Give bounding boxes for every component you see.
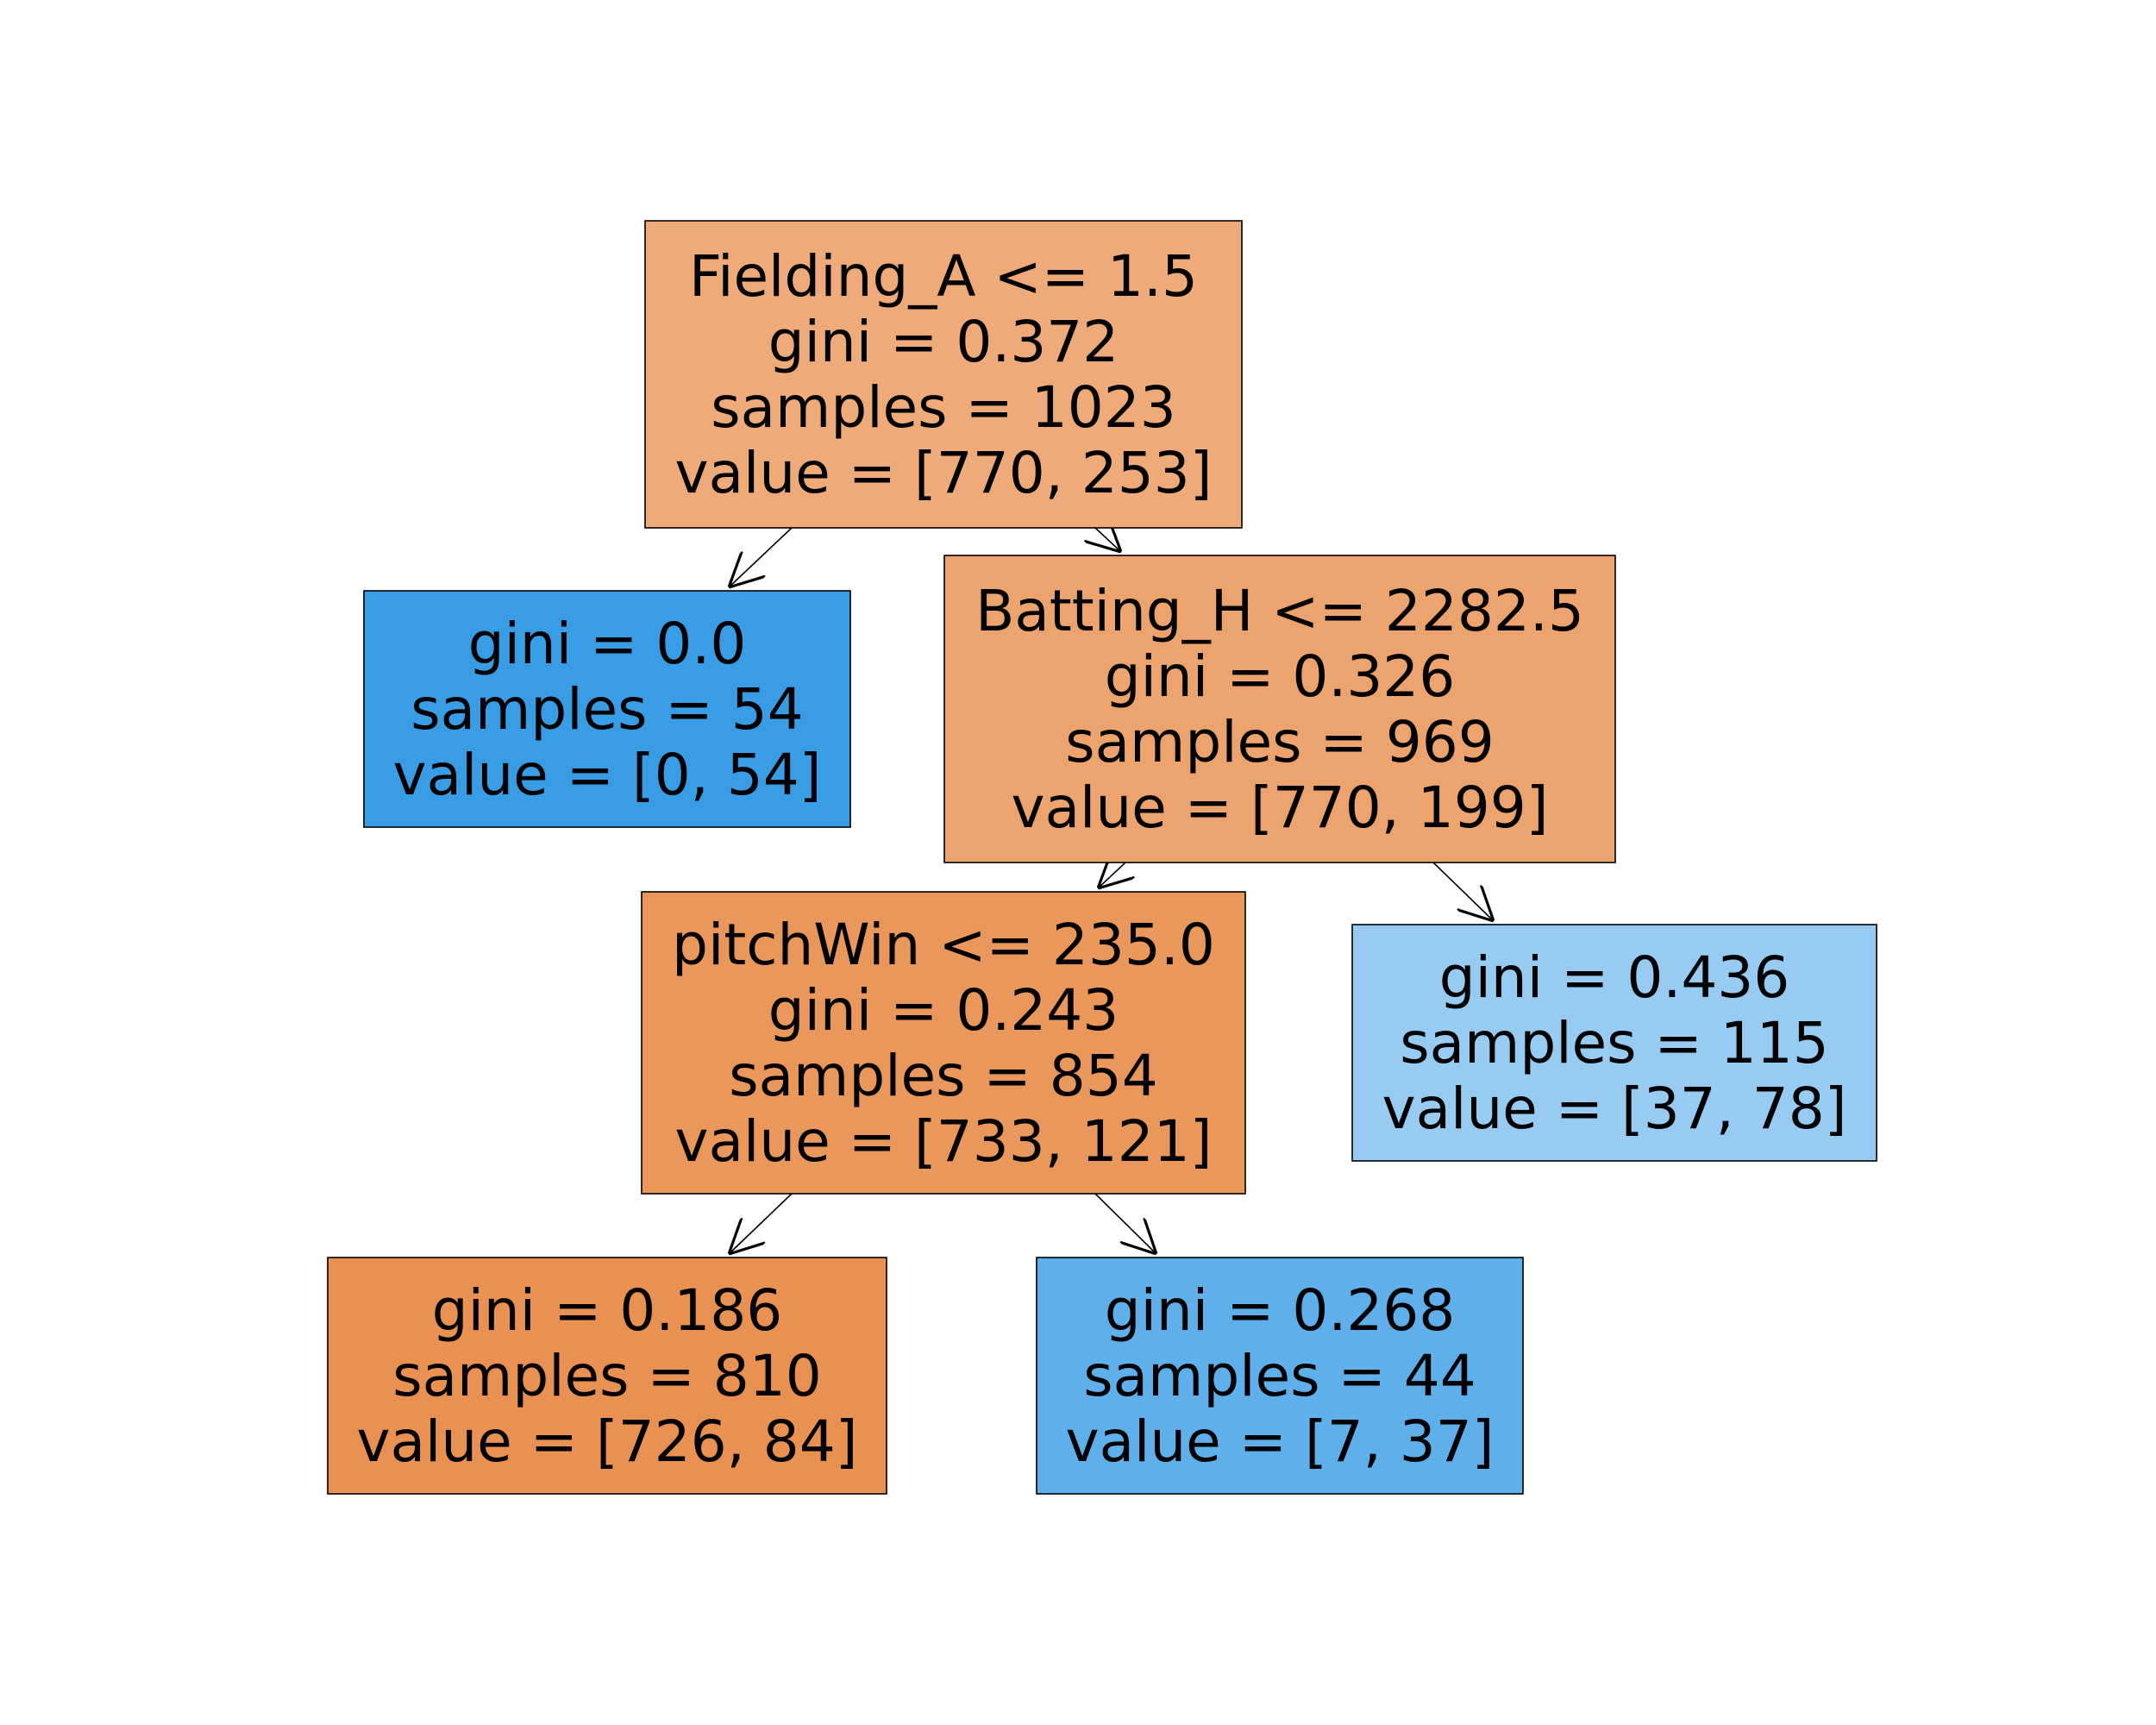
node-text-line: samples = 44 — [1083, 1343, 1476, 1409]
node-box — [644, 220, 1243, 529]
node-box — [943, 555, 1616, 863]
edge-pitchwin-to-leaf-810 — [729, 1193, 793, 1254]
node-text-line: pitchWin <= 235.0 — [672, 912, 1215, 978]
node-box — [641, 891, 1246, 1195]
edge-batting-to-right-leaf — [1432, 862, 1494, 921]
node-text-line: gini = 0.372 — [768, 309, 1119, 375]
edge-root-to-left-leaf — [729, 527, 793, 587]
tree-edges — [729, 528, 1494, 1254]
node-text-line: gini = 0.326 — [1105, 643, 1456, 710]
edge-batting-to-pitchwin — [1098, 862, 1125, 888]
node-text-line: samples = 969 — [1065, 709, 1495, 775]
node-text-line: samples = 810 — [392, 1343, 822, 1409]
node-text-line: samples = 54 — [411, 676, 804, 743]
node-text-line: samples = 1023 — [711, 374, 1176, 441]
node-text-line: gini = 0.243 — [768, 977, 1119, 1044]
node-text-line: Batting_H <= 2282.5 — [975, 578, 1584, 644]
node-box — [363, 590, 851, 828]
edge-root-to-batting — [1095, 528, 1121, 552]
node-text-line: Fielding_A <= 1.5 — [689, 243, 1198, 310]
node-text-line: value = [7, 37] — [1066, 1408, 1495, 1475]
node-text-line: value = [770, 253] — [675, 440, 1213, 506]
node-text-line: value = [726, 84] — [357, 1408, 858, 1475]
node-text-line: gini = 0.0 — [468, 611, 747, 677]
node-box — [1351, 924, 1877, 1162]
node-text-line: gini = 0.436 — [1439, 944, 1790, 1011]
node-text-line: samples = 854 — [729, 1043, 1158, 1109]
node-text-line: samples = 115 — [1400, 1010, 1829, 1076]
node-box — [327, 1257, 887, 1495]
node-text-line: value = [0, 54] — [393, 742, 822, 808]
edge-pitchwin-to-leaf-44 — [1094, 1193, 1156, 1254]
node-text-line: value = [37, 78] — [1382, 1076, 1847, 1142]
node-text-line: gini = 0.268 — [1105, 1277, 1456, 1344]
node-text-line: value = [770, 199] — [1012, 775, 1549, 841]
node-text-line: value = [733, 121] — [675, 1108, 1213, 1175]
node-text-line: gini = 0.186 — [432, 1277, 783, 1344]
node-box — [1036, 1257, 1524, 1495]
